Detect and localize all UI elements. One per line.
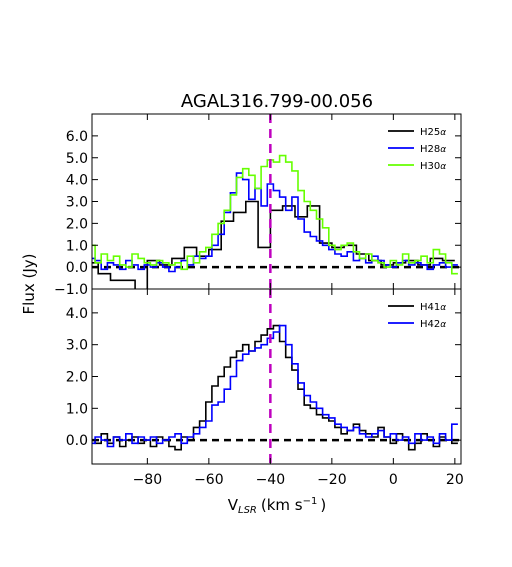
- legend-label-name: H28: [420, 144, 440, 155]
- series-line-h25: [92, 200, 455, 289]
- y-tick-label: 6.0: [66, 129, 88, 145]
- x-axis-title-units: (km s: [261, 496, 303, 514]
- legend-label-greek: α: [440, 320, 446, 330]
- series-line-h41: [92, 324, 458, 451]
- y-tick-label: 0.0: [66, 433, 88, 449]
- legend-label-h42: H42α: [420, 319, 446, 330]
- legend-label-name: H25: [420, 127, 440, 138]
- x-tick-label: −60: [194, 472, 224, 488]
- x-axis-title-subscript: LSR: [238, 505, 257, 516]
- x-axis-title-close: ): [320, 496, 326, 514]
- y-tick-label: −1.0: [54, 282, 88, 298]
- legend-label-greek: α: [440, 145, 446, 155]
- y-tick-label: 1.0: [66, 238, 88, 254]
- y-tick-label: 0.0: [66, 260, 88, 276]
- x-tick-label: −80: [133, 472, 163, 488]
- x-axis-title-superscript: −1: [303, 496, 318, 507]
- y-tick-label: 4.0: [66, 173, 88, 189]
- legend-label-name: H41: [420, 302, 440, 313]
- legend-label-name: H30: [420, 161, 440, 172]
- panel-data-group: [92, 289, 461, 464]
- y-tick-label: 3.0: [66, 195, 88, 211]
- x-axis-title-main: V: [228, 496, 239, 514]
- x-tick-label: 20: [446, 472, 464, 488]
- legend-label-h25: H25α: [420, 127, 446, 138]
- y-tick-label: 2.0: [66, 216, 88, 232]
- series-line-h28: [92, 172, 458, 273]
- legend-label-h28: H28α: [420, 144, 446, 155]
- legend-label-h41: H41α: [420, 302, 446, 313]
- legend-label-greek: α: [440, 162, 446, 172]
- y-tick-label: 4.0: [66, 306, 88, 322]
- panel-data-group: [92, 114, 461, 289]
- chart-title: AGAL316.799-00.056: [181, 91, 373, 112]
- series-line-h30: [92, 154, 458, 275]
- y-axis-title: Flux (Jy): [20, 254, 38, 315]
- legend-label-greek: α: [440, 303, 446, 313]
- x-tick-label: −20: [317, 472, 347, 488]
- series-line-h42: [92, 324, 458, 448]
- y-tick-label: 5.0: [66, 151, 88, 167]
- x-tick-label: −40: [256, 472, 286, 488]
- y-tick-label: 1.0: [66, 401, 88, 417]
- y-tick-label: 2.0: [66, 370, 88, 386]
- legend-label-name: H42: [420, 319, 440, 330]
- y-tick-label: 3.0: [66, 338, 88, 354]
- legend-label-greek: α: [440, 128, 446, 138]
- x-tick-label: 0: [389, 472, 398, 488]
- x-axis-title: VLSR (km s−1): [228, 496, 326, 516]
- legend-label-h30: H30α: [420, 161, 446, 172]
